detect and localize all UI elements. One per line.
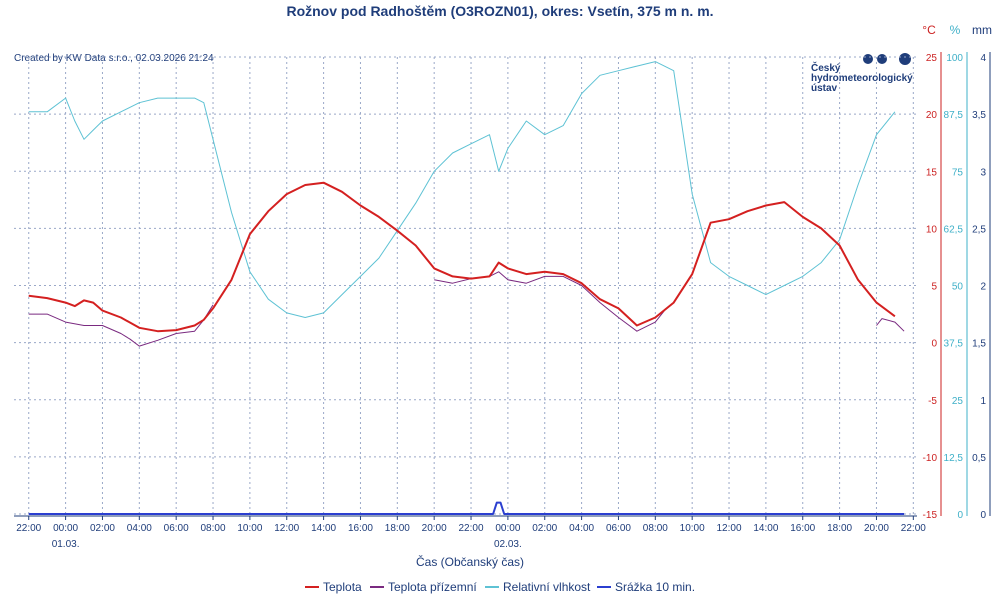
x-tick-label: 18:00 [385,523,410,534]
logo-text-line-2: hydrometeorologický [811,73,913,84]
precipitation-tick-label: 4 [980,53,986,64]
legend-label: Srážka 10 min. [615,580,695,594]
series-line-teplota-p-zemn-segment [876,318,905,332]
series-line-teplota-p-zemn-segment [28,304,214,347]
x-tick-label: 20:00 [864,523,889,534]
x-tick-label: 08:00 [201,523,226,534]
x-tick-label: 12:00 [274,523,299,534]
legend-label: Teplota přízemní [388,580,477,594]
precipitation-tick-label: 2 [980,282,986,293]
humidity-tick-label: 75 [952,167,964,178]
humidity-tick-label: 25 [952,396,964,407]
temperature-tick-label: 15 [926,167,938,178]
x-tick-label: 20:00 [422,523,447,534]
logo-circle-1 [863,54,873,64]
x-tick-label: 14:00 [753,523,778,534]
grid [14,56,917,515]
legend: Teplota Teplota přízemní Relativní vlhkost… [305,580,695,594]
temperature-unit-label: °C [922,23,936,37]
x-tick-label: 00:00 [495,523,520,534]
logo-text-line-1: Český [811,61,841,74]
legend-label: Relativní vlhkost [503,580,591,594]
logo-text-line-3: ústav [811,83,838,94]
x-tick-label: 18:00 [827,523,852,534]
temperature-tick-label: 25 [926,53,938,64]
x-tick-label: 14:00 [311,523,336,534]
x-axis-label: Čas (Občanský čas) [416,554,524,569]
humidity-tick-label: 37,5 [944,339,964,350]
humidity-tick-label: 50 [952,282,964,293]
x-tick-label: 02:00 [90,523,115,534]
x-tick-label: 06:00 [164,523,189,534]
x-tick-label: 04:00 [569,523,594,534]
temperature-tick-label: 0 [931,339,937,350]
temperature-tick-label: -15 [923,510,938,521]
humidity-tick-label: 87,5 [944,110,964,121]
x-tick-label: 04:00 [127,523,152,534]
precipitation-unit-label: mm [972,23,992,37]
x-tick-label: 10:00 [680,523,705,534]
x-tick-label: 08:00 [643,523,668,534]
series-line-relativn-vlhkost [28,61,896,318]
precipitation-tick-label: 1 [980,396,986,407]
temperature-tick-label: 10 [926,224,938,235]
precipitation-tick-label: 3 [980,167,986,178]
temperature-tick-label: -5 [928,396,937,407]
humidity-tick-label: 62,5 [944,224,964,235]
x-tick-label: 12:00 [717,523,742,534]
date-label: 01.03. [52,539,80,550]
date-label: 02.03. [494,539,522,550]
x-tick-label: 16:00 [348,523,373,534]
x-tick-label: 10:00 [237,523,262,534]
x-tick-label: 22:00 [459,523,484,534]
precipitation-tick-label: 3,5 [972,110,986,121]
x-tick-label: 16:00 [790,523,815,534]
temperature-tick-label: 20 [926,110,938,121]
humidity-tick-label: 0 [957,510,963,521]
x-tick-label: 22:00 [16,523,41,534]
chart-title: Rožnov pod Radhoštěm (O3ROZN01), okres: … [286,3,713,19]
humidity-unit-label: % [950,23,961,37]
legend-label: Teplota [323,580,362,594]
credit-text: Created by KW Data s.r.o., 02.03.2026 21… [14,53,214,64]
precipitation-tick-label: 2,5 [972,224,986,235]
humidity-tick-label: 12,5 [944,453,964,464]
x-tick-label: 22:00 [901,523,926,534]
series-line-teplota [28,181,896,333]
x-tick-label: 00:00 [53,523,78,534]
x-tick-label: 02:00 [532,523,557,534]
temperature-tick-label: 5 [931,282,937,293]
temperature-tick-label: -10 [923,453,938,464]
precipitation-tick-label: 1,5 [972,339,986,350]
precipitation-tick-label: 0 [980,510,986,521]
logo-circle-3 [899,53,911,65]
precipitation-tick-label: 0,5 [972,453,986,464]
series-line-sr-ka-10-min [28,501,905,515]
logo-circle-2 [877,54,887,64]
x-tick-label: 06:00 [606,523,631,534]
humidity-tick-label: 100 [946,53,963,64]
axes: 22:00 00:00 02:00 04:00 06:00 08:00 10:00 12:00… [14,52,991,550]
series-group [28,61,905,515]
